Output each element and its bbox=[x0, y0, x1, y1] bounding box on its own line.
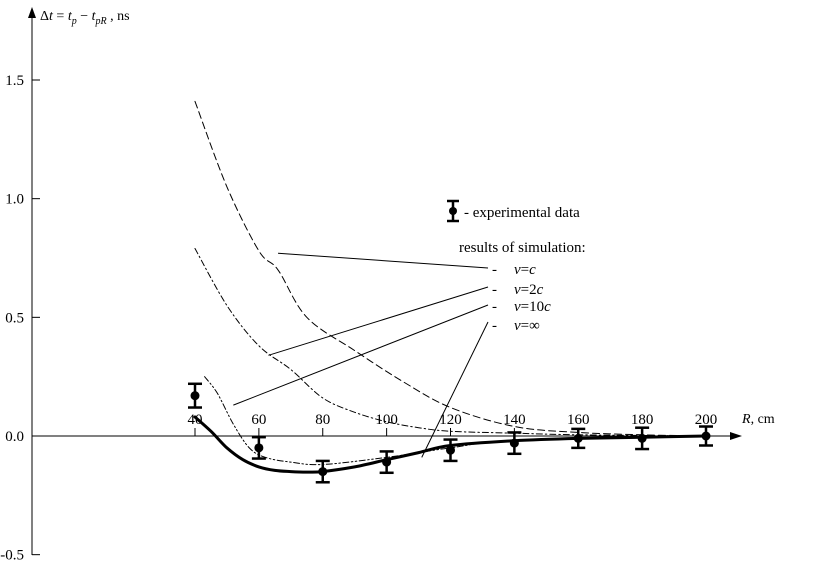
legend-dash: - bbox=[492, 262, 497, 278]
data-marker bbox=[509, 438, 519, 448]
y-tick-label: 0.0 bbox=[5, 429, 24, 445]
x-axis-arrow bbox=[730, 432, 742, 440]
data-marker bbox=[190, 391, 200, 401]
y-axis-title: Δt = tp − tpR , ns bbox=[40, 9, 130, 27]
experimental-layer bbox=[188, 382, 713, 484]
leader-line bbox=[268, 286, 489, 356]
leader-line bbox=[278, 252, 489, 269]
data-point bbox=[443, 438, 458, 463]
x-tick-label: 200 bbox=[695, 412, 718, 428]
x-axis-title: R, cm bbox=[741, 412, 775, 427]
data-marker bbox=[382, 457, 392, 467]
data-point bbox=[188, 382, 202, 409]
legend-entry-v-10c: v=10c bbox=[514, 299, 551, 315]
legend-experimental-marker bbox=[447, 199, 459, 223]
annotation-layer bbox=[233, 252, 489, 458]
x-tick-label: 100 bbox=[375, 412, 398, 428]
y-axis-arrow bbox=[28, 7, 36, 18]
leader-line bbox=[233, 304, 489, 406]
data-marker bbox=[446, 445, 455, 455]
series-line-dash-dot-dot bbox=[204, 376, 707, 466]
data-marker bbox=[637, 433, 647, 443]
leader-line bbox=[421, 321, 489, 458]
axes: 1.5 1.0 0.5 0.0 -0.5 40 60 80 100 120 140 160 180 200 bbox=[0, 7, 742, 564]
legend-simulation-heading: results of simulation: bbox=[459, 240, 586, 256]
data-marker bbox=[318, 467, 328, 477]
x-tick-label: 180 bbox=[631, 412, 654, 428]
data-point bbox=[251, 435, 266, 460]
data-marker bbox=[701, 431, 711, 441]
data-point bbox=[315, 459, 330, 484]
y-tick-label: 0.5 bbox=[5, 310, 24, 326]
y-tick-label: 1.5 bbox=[5, 73, 24, 89]
legend-dash: - bbox=[492, 299, 497, 315]
x-tick-label: 140 bbox=[503, 412, 526, 428]
data-marker bbox=[254, 443, 264, 453]
x-tick-label: 40 bbox=[188, 412, 203, 428]
legend-entry-v-inf: v=∞ bbox=[514, 318, 540, 334]
x-tick-label: 160 bbox=[567, 412, 590, 428]
data-point bbox=[379, 450, 394, 475]
legend-dash: - bbox=[492, 318, 497, 334]
x-tick-label: 60 bbox=[251, 412, 266, 428]
data-point bbox=[507, 431, 522, 456]
data-point bbox=[699, 425, 713, 447]
legend-experimental-label: - experimental data bbox=[464, 205, 580, 221]
data-point bbox=[635, 426, 650, 451]
x-tick-label: 80 bbox=[315, 412, 330, 428]
legend-entry-v-2c: v=2c bbox=[514, 282, 544, 298]
data-point bbox=[571, 427, 586, 450]
legend-dash: - bbox=[492, 282, 497, 298]
legend: - experimental data results of simulatio… bbox=[447, 199, 586, 334]
x-tick-label: 120 bbox=[439, 412, 462, 428]
data-marker bbox=[573, 433, 583, 443]
y-tick-label: -0.5 bbox=[0, 548, 24, 564]
y-tick-label: 1.0 bbox=[5, 192, 24, 208]
series-line-dashed bbox=[194, 100, 707, 437]
series-line-dash-dot bbox=[194, 248, 707, 437]
legend-entry-v-c: v=c bbox=[514, 262, 536, 278]
